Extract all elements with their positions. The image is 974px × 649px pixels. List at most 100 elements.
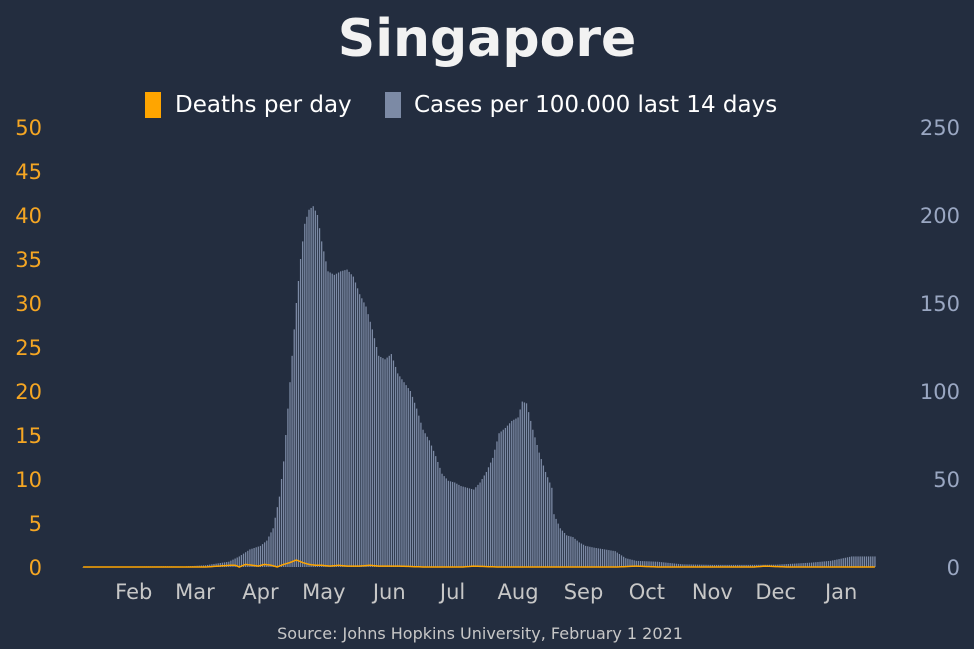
cases-bar [861,556,863,567]
cases-bar [829,560,832,567]
cases-bar [363,302,365,567]
cases-bar [464,487,466,567]
cases-bar [696,564,699,567]
cases-bar [502,429,504,567]
cases-bar [295,303,297,567]
cases-bar [513,419,515,567]
cases-bar [213,563,215,567]
cases-bar [302,241,304,567]
cases-bar [694,564,697,567]
y-left-tick-label: 0 [29,556,42,580]
cases-bar [606,549,608,567]
cases-bar [538,452,540,567]
cases-bar [466,487,469,567]
cases-bar [832,560,834,567]
legend-label-deaths: Deaths per day [175,92,352,118]
cases-bar [382,358,384,567]
x-tick-label: Dec [755,580,796,604]
cases-bar [397,373,399,567]
cases-bar [756,564,758,567]
cases-bar [226,562,228,567]
cases-bar [485,471,488,567]
cases-bar [346,269,348,567]
cases-bar [688,564,690,567]
cases-bar [361,298,363,567]
cases-bar [806,562,809,567]
cases-bar [654,561,656,567]
cases-bar [219,563,221,567]
cases-bar [215,563,217,567]
cases-bar [707,564,709,567]
cases-bar [424,433,426,567]
cases-bar [369,321,371,567]
cases-bar [481,479,483,567]
cases-bar [342,270,344,567]
y-left-tick-label: 45 [15,160,42,184]
cases-bar [753,564,756,567]
cases-bar [335,273,338,567]
cases-bar [494,449,496,567]
cases-bar [625,558,627,567]
cases-bar [728,564,730,567]
cases-bar [604,549,606,567]
y-axis-left: 0 5 10 15 20 25 30 35 40 45 50 [15,116,42,580]
cases-bar [661,562,663,567]
cases-bar [574,538,576,567]
cases-bar [207,564,209,567]
cases-bar [722,564,724,567]
cases-bar [553,514,555,567]
cases-bar [836,559,838,567]
cases-bar [568,535,570,567]
cases-bar [435,456,437,567]
deaths-series [83,559,875,568]
cases-bar [253,547,255,567]
cases-bar [373,338,376,567]
cases-bar [635,560,637,567]
cases-bar [648,561,650,567]
cases-bar [601,549,604,567]
y-right-tick-label: 200 [920,204,960,228]
source-note: Source: Johns Hopkins University, Februa… [277,624,683,643]
y-left-tick-label: 10 [15,468,42,492]
cases-bar [610,550,612,567]
cases-bar [266,540,268,567]
cases-bar [344,270,346,567]
cases-bar [863,556,866,567]
cases-bar [426,436,428,567]
cases-bar [264,542,266,567]
chart-title: Singapore [338,9,636,69]
x-tick-label: Aug [498,580,539,604]
cases-bar [82,567,84,568]
cases-bar [280,479,283,567]
cases-bar [732,564,735,567]
x-tick-label: Jan [823,580,857,604]
cases-bar [796,563,798,567]
cases-bar [468,488,471,567]
cases-bar [834,559,836,567]
cases-bar [618,553,621,567]
cases-bar [747,564,749,567]
cases-bar [325,261,327,567]
cases-bar [711,564,713,567]
x-axis: Feb Mar Apr May Jun Jul Aug Sep Oct Nov Dec Jan [115,580,857,604]
cases-bar [508,423,511,567]
cases-bar [551,487,553,567]
cases-bar [234,558,236,567]
cases-bar [473,489,475,567]
cases-bar [238,556,240,567]
cases-bar [597,548,599,567]
cases-bar [504,427,507,567]
cases-bar [614,551,616,567]
cases-bar [331,273,333,567]
cases-bar [572,537,574,567]
cases-bar [240,555,243,567]
cases-bar [532,429,534,567]
cases-bar [652,561,654,567]
cases-bar [257,546,259,567]
cases-bar [582,544,585,567]
cases-bar [620,555,623,567]
x-tick-label: Feb [115,580,152,604]
cases-bar [578,542,580,567]
